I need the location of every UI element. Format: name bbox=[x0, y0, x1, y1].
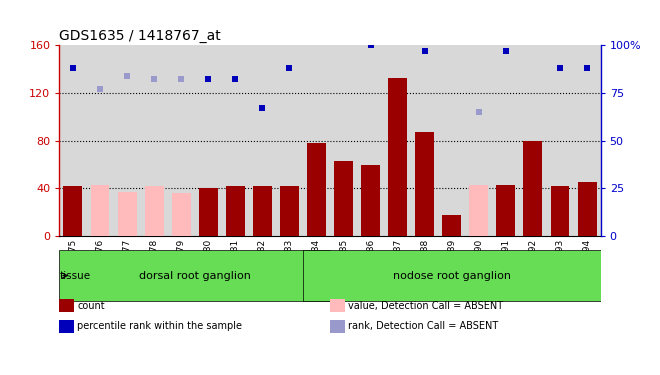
Bar bbox=[330, 45, 357, 236]
Bar bbox=[195, 45, 222, 236]
Bar bbox=[384, 45, 411, 236]
Bar bbox=[519, 45, 546, 236]
Bar bbox=[492, 45, 519, 236]
Bar bbox=[303, 251, 601, 301]
Bar bbox=[307, 143, 326, 236]
Bar bbox=[303, 45, 330, 236]
Bar bbox=[63, 186, 82, 236]
Bar bbox=[168, 45, 195, 236]
Bar bbox=[117, 192, 137, 236]
Bar bbox=[550, 186, 570, 236]
Bar bbox=[574, 45, 601, 236]
Bar bbox=[145, 186, 164, 236]
Bar bbox=[469, 185, 488, 236]
Bar bbox=[334, 161, 353, 236]
Text: nodose root ganglion: nodose root ganglion bbox=[393, 271, 511, 280]
Bar bbox=[523, 141, 543, 236]
Bar bbox=[226, 186, 245, 236]
Bar bbox=[280, 186, 299, 236]
Text: count: count bbox=[77, 301, 105, 310]
Bar bbox=[357, 45, 384, 236]
Bar bbox=[578, 183, 597, 236]
Text: dorsal root ganglion: dorsal root ganglion bbox=[139, 271, 251, 280]
Bar bbox=[172, 193, 191, 236]
Bar bbox=[546, 45, 574, 236]
Text: percentile rank within the sample: percentile rank within the sample bbox=[77, 321, 242, 331]
Bar bbox=[249, 45, 276, 236]
Bar bbox=[361, 165, 380, 236]
Bar bbox=[388, 78, 407, 236]
Bar bbox=[222, 45, 249, 236]
Text: tissue: tissue bbox=[60, 271, 91, 280]
Bar bbox=[276, 45, 303, 236]
Bar bbox=[253, 186, 272, 236]
Bar bbox=[415, 132, 434, 236]
Bar bbox=[438, 45, 465, 236]
Bar bbox=[90, 185, 110, 236]
Text: rank, Detection Call = ABSENT: rank, Detection Call = ABSENT bbox=[348, 321, 498, 331]
Bar bbox=[442, 215, 461, 236]
Text: value, Detection Call = ABSENT: value, Detection Call = ABSENT bbox=[348, 301, 503, 310]
Bar bbox=[199, 188, 218, 236]
Text: GDS1635 / 1418767_at: GDS1635 / 1418767_at bbox=[59, 28, 221, 43]
Bar bbox=[411, 45, 438, 236]
Bar bbox=[141, 45, 168, 236]
Bar bbox=[59, 45, 86, 236]
Bar bbox=[86, 45, 114, 236]
Bar bbox=[496, 185, 515, 236]
Bar bbox=[114, 45, 141, 236]
Bar bbox=[465, 45, 492, 236]
Bar bbox=[59, 251, 330, 301]
